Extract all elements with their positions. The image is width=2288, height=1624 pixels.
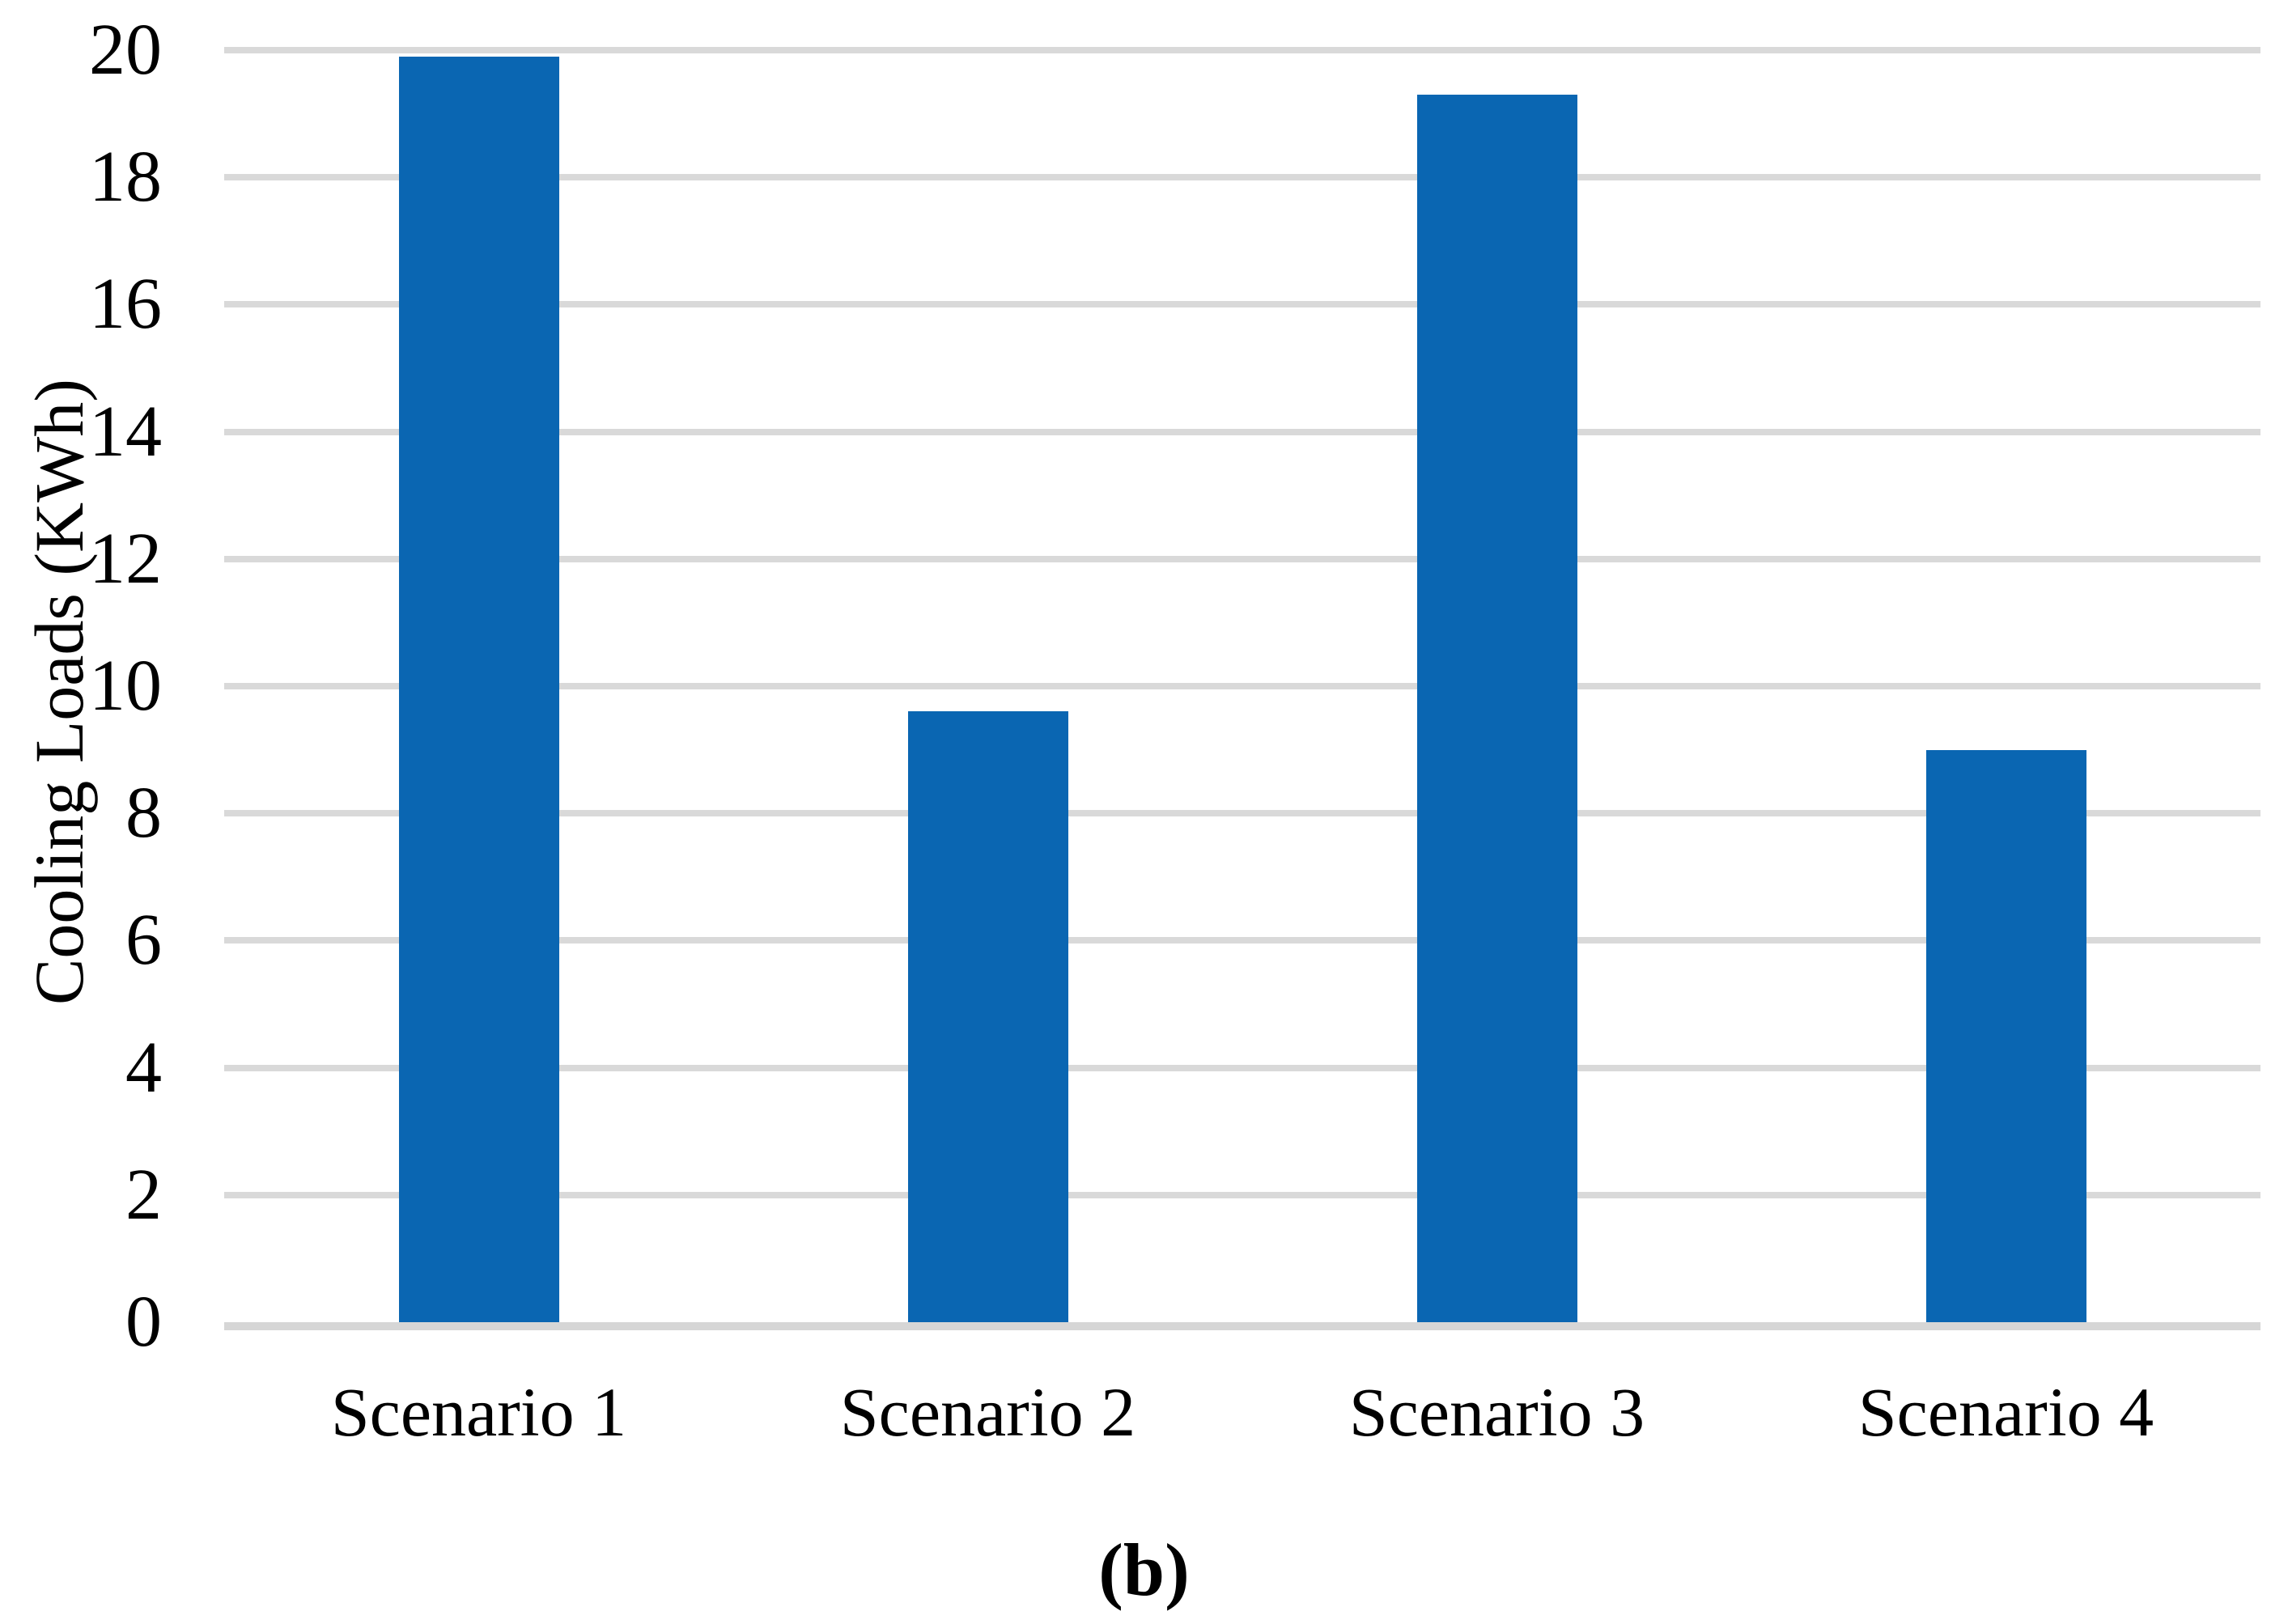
- gridline-y-14: [224, 428, 2260, 435]
- y-tick-label-10: 10: [89, 646, 162, 726]
- bar-scenario-1: [399, 57, 559, 1322]
- bar-scenario-3: [1417, 95, 1577, 1322]
- y-tick-label-8: 8: [125, 773, 162, 854]
- y-tick-label-18: 18: [89, 137, 162, 218]
- x-category-label-2: Scenario 2: [839, 1373, 1136, 1451]
- x-category-label-1: Scenario 1: [330, 1373, 627, 1451]
- x-axis-line: [224, 1322, 2260, 1330]
- x-category-label-4: Scenario 4: [1857, 1373, 2154, 1451]
- bar-scenario-2: [908, 711, 1068, 1322]
- gridline-y-20: [224, 47, 2260, 53]
- gridline-y-8: [224, 810, 2260, 817]
- y-tick-label-20: 20: [89, 10, 162, 90]
- gridline-y-10: [224, 683, 2260, 689]
- x-category-label-3: Scenario 3: [1348, 1373, 1645, 1451]
- y-tick-label-6: 6: [125, 900, 162, 981]
- gridline-y-6: [224, 937, 2260, 944]
- gridline-y-16: [224, 301, 2260, 308]
- bar-scenario-4: [1926, 750, 2086, 1322]
- y-tick-label-4: 4: [125, 1027, 162, 1108]
- y-tick-label-2: 2: [125, 1154, 162, 1235]
- gridline-y-12: [224, 555, 2260, 562]
- y-tick-label-14: 14: [89, 391, 162, 472]
- y-tick-label-16: 16: [89, 264, 162, 345]
- gridline-y-18: [224, 174, 2260, 181]
- figure-caption: (b): [1098, 1529, 1190, 1611]
- gridline-y-4: [224, 1064, 2260, 1071]
- y-tick-label-12: 12: [89, 518, 162, 599]
- y-tick-label-0: 0: [125, 1282, 162, 1362]
- gridline-y-2: [224, 1191, 2260, 1198]
